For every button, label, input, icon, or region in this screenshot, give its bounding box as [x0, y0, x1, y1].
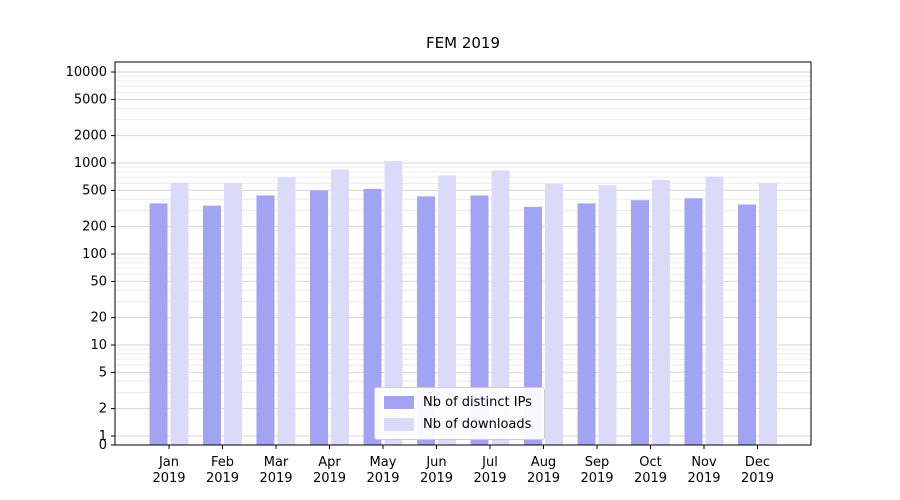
y-tick-label: 20	[90, 311, 107, 326]
x-tick-label-year: 2019	[152, 471, 185, 486]
bar-distinct-ips	[631, 200, 649, 445]
x-tick-label-month: Jan	[158, 455, 179, 470]
bar-downloads	[545, 183, 563, 445]
x-tick-label-year: 2019	[634, 471, 667, 486]
x-tick-label-year: 2019	[366, 471, 399, 486]
x-tick-label-year: 2019	[313, 471, 346, 486]
y-tick-label: 5	[99, 365, 107, 380]
bar-distinct-ips	[363, 188, 382, 445]
y-tick-label: 5000	[74, 92, 107, 107]
bar-downloads	[170, 182, 189, 446]
bar-downloads	[759, 183, 777, 445]
x-tick-label-month: Jun	[425, 455, 446, 470]
x-tick-label-year: 2019	[580, 471, 613, 486]
chart-title: FEM 2019	[426, 34, 500, 52]
plot-border	[114, 61, 812, 446]
bar-distinct-ips	[684, 198, 703, 445]
bar-distinct-ips	[738, 204, 756, 445]
legend-swatch-distinct-ips	[384, 396, 414, 409]
bar-distinct-ips	[203, 205, 221, 445]
bar-distinct-ips	[417, 196, 435, 445]
bar-downloads	[277, 177, 296, 446]
x-tick-label-year: 2019	[259, 471, 292, 486]
x-tick-label-month: Jul	[481, 455, 498, 470]
bar-downloads	[384, 161, 403, 445]
y-tick-label: 2000	[74, 129, 107, 144]
x-tick-label-month: Sep	[585, 455, 610, 470]
y-tick-label: 50	[90, 274, 107, 289]
bar-distinct-ips	[470, 195, 489, 445]
x-tick-label-year: 2019	[741, 471, 774, 486]
y-tick-label: 1	[99, 429, 107, 444]
bar-distinct-ips	[256, 195, 275, 445]
bar-distinct-ips	[524, 206, 542, 445]
x-tick-label-year: 2019	[687, 471, 720, 486]
y-tick-label: 500	[82, 183, 107, 198]
bar-downloads	[705, 176, 724, 445]
y-tick-label: 2	[99, 402, 107, 417]
x-tick-label-year: 2019	[473, 471, 506, 486]
x-tick-label-month: Dec	[745, 455, 770, 470]
y-tick-label: 200	[82, 220, 107, 235]
x-tick-label-year: 2019	[527, 471, 560, 486]
bar-downloads	[652, 180, 670, 445]
bar-distinct-ips	[577, 203, 596, 445]
bar-downloads	[598, 185, 617, 445]
x-tick-label-month: May	[370, 455, 397, 470]
y-tick-label: 1000	[74, 156, 107, 171]
x-tick-label-month: Nov	[691, 455, 717, 470]
bar-downloads	[491, 170, 510, 445]
legend-item-downloads: Nb of downloads	[384, 417, 532, 432]
y-tick-label: 0	[99, 438, 107, 453]
x-tick-label-month: Oct	[639, 455, 661, 470]
y-tick-label: 100	[82, 247, 107, 262]
bar-distinct-ips	[310, 190, 328, 445]
x-tick-label-year: 2019	[420, 471, 453, 486]
x-tick-label-month: Apr	[318, 455, 341, 470]
bar-downloads	[438, 175, 456, 445]
legend-swatch-downloads	[384, 418, 414, 431]
bar-distinct-ips	[149, 203, 168, 445]
x-tick-label-month: Aug	[531, 455, 556, 470]
y-tick-label: 10000	[66, 65, 107, 80]
legend-label-downloads: Nb of downloads	[423, 417, 532, 432]
legend-label-distinct-ips: Nb of distinct IPs	[423, 395, 532, 410]
legend: Nb of distinct IPs Nb of downloads	[374, 387, 545, 440]
bar-downloads	[224, 183, 242, 445]
x-tick-label-year: 2019	[206, 471, 239, 486]
bar-downloads	[331, 169, 349, 445]
x-tick-label-month: Mar	[264, 455, 289, 470]
y-tick-label: 10	[90, 338, 107, 353]
legend-item-distinct-ips: Nb of distinct IPs	[384, 395, 532, 410]
x-tick-label-month: Feb	[211, 455, 234, 470]
